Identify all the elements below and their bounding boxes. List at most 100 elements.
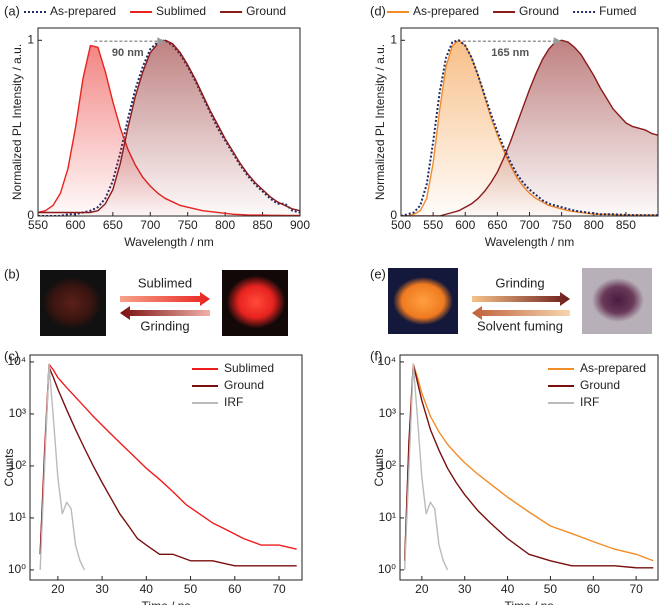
x-tick-label: 30: [95, 582, 109, 596]
legend-label: Sublimed: [156, 4, 206, 18]
panel-label: (b): [4, 266, 20, 281]
x-tick-label: 50: [184, 582, 198, 596]
arrow: [120, 292, 210, 306]
y-tick-label: 10⁰: [378, 562, 396, 576]
legend-label: As-prepared: [50, 4, 116, 18]
series-line: [38, 39, 300, 214]
y-axis-label: Counts: [372, 448, 386, 486]
y-tick-label: 10²: [379, 458, 396, 472]
x-tick-label: 70: [629, 582, 643, 596]
x-tick-label: 20: [415, 582, 429, 596]
annotation: 90 nm: [112, 47, 144, 59]
x-tick-label: 40: [501, 582, 515, 596]
legend-label: Ground: [519, 4, 559, 18]
photo-sample: [393, 277, 453, 325]
y-tick-label: 10²: [9, 458, 26, 472]
x-tick-label: 500: [391, 218, 411, 232]
series-line: [39, 363, 86, 571]
photo-sample: [227, 276, 285, 328]
annotation-arrowhead: [553, 37, 562, 46]
y-tick-label: 0: [390, 208, 397, 222]
area: [38, 45, 300, 216]
x-axis-label: Time / ns: [142, 599, 191, 605]
legend-label: Fumed: [599, 4, 636, 18]
y-tick-label: 1: [390, 32, 397, 46]
x-tick-label: 750: [552, 218, 572, 232]
x-tick-label: 650: [487, 218, 507, 232]
legend-label: Ground: [246, 4, 286, 18]
y-tick-label: 10⁴: [7, 354, 26, 368]
annotation: 165 nm: [491, 47, 529, 59]
x-tick-label: 40: [140, 582, 154, 596]
x-axis-label: Wavelength / nm: [485, 235, 575, 249]
x-tick-label: 60: [228, 582, 242, 596]
plot-area: [39, 363, 297, 571]
chart: (f) 20 30 40 50 60 70 10⁰ 10¹ 10² 10³ 10⁴ Time / ns C…: [370, 348, 659, 605]
plot-area: [404, 363, 654, 571]
x-tick-label: 750: [178, 218, 198, 232]
x-tick-label: 20: [51, 582, 65, 596]
arrow: [120, 306, 210, 320]
series-line: [39, 363, 297, 555]
area: [401, 40, 658, 216]
legend-label: As-prepared: [580, 361, 646, 375]
plot-frame: [399, 354, 659, 581]
x-tick-label: 600: [455, 218, 475, 232]
process-label: Solvent fuming: [477, 318, 563, 333]
panel-label: (d): [370, 3, 386, 18]
y-tick-label: 10³: [9, 406, 26, 420]
plot-area: [38, 39, 300, 216]
series-line: [404, 363, 654, 562]
y-tick-label: 1: [27, 32, 34, 46]
x-tick-label: 700: [519, 218, 539, 232]
plot-area: [401, 39, 658, 216]
legend-label: As-prepared: [413, 4, 479, 18]
arrow: [472, 292, 570, 306]
scheme-b: (b) Sublimed Grinding: [4, 266, 288, 336]
x-tick-label: 600: [65, 218, 85, 232]
y-tick-label: 10³: [379, 406, 396, 420]
area: [401, 40, 658, 216]
x-axis-label: Wavelength / nm: [124, 235, 214, 249]
plot-frame: [37, 27, 301, 217]
x-tick-label: 900: [290, 218, 310, 232]
photo-sample: [42, 277, 102, 329]
series-line: [404, 363, 449, 571]
legend-label: Ground: [224, 378, 264, 392]
x-tick-label: 800: [584, 218, 604, 232]
y-tick-label: 10¹: [379, 510, 396, 524]
y-axis-label: Normalized PL Intensity / a.u.: [373, 44, 387, 200]
x-tick-label: 800: [215, 218, 235, 232]
y-axis-label: Counts: [2, 448, 16, 486]
series-line: [401, 39, 658, 216]
legend-label: Ground: [580, 378, 620, 392]
x-tick-label: 850: [616, 218, 636, 232]
y-tick-label: 10⁰: [8, 562, 26, 576]
plot-frame: [29, 354, 303, 581]
legend-label: IRF: [224, 395, 243, 409]
chart: (d) 500 550 600 650 700 750 800 850 0 1 Wavelength …: [370, 3, 659, 249]
legend-label: IRF: [580, 395, 599, 409]
annotation-arrowhead: [157, 37, 166, 46]
x-tick-label: 700: [140, 218, 160, 232]
panel-label: (e): [370, 266, 386, 281]
x-tick-label: 50: [544, 582, 558, 596]
x-tick-label: 70: [272, 582, 286, 596]
x-tick-label: 550: [28, 218, 48, 232]
legend-label: Sublimed: [224, 361, 274, 375]
arrow: [472, 306, 570, 320]
x-tick-label: 850: [253, 218, 273, 232]
x-axis-label: Time / ns: [505, 599, 554, 605]
plot-frame: [400, 27, 659, 217]
series-line: [39, 366, 297, 567]
chart: (a) 550 600 650 700 750 800 850 900 0 1 Wavelength …: [4, 3, 310, 249]
x-tick-label: 650: [103, 218, 123, 232]
chart: (c) 20 30 40 50 60 70 10⁰ 10¹ 10² 10³ 10⁴ Time / ns C…: [2, 348, 303, 605]
panel-label: (a): [4, 3, 20, 18]
photo-sample: [592, 278, 644, 322]
scheme-e: (e) Grinding Solvent fuming: [370, 266, 652, 334]
x-tick-label: 30: [458, 582, 472, 596]
y-tick-label: 0: [27, 208, 34, 222]
process-label: Sublimed: [138, 275, 192, 290]
